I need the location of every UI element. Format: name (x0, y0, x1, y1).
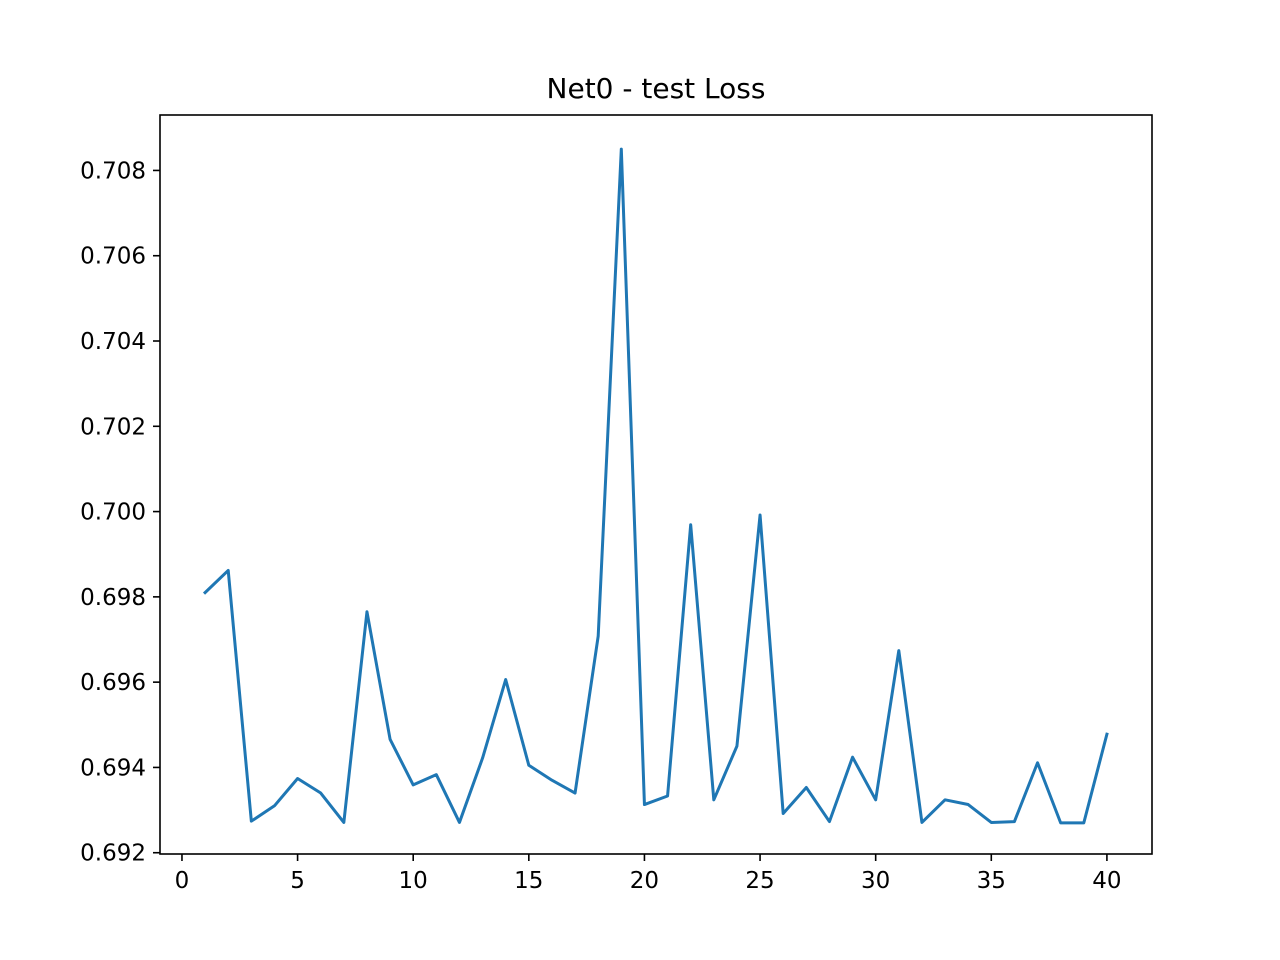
y-tick-label: 0.694 (80, 755, 146, 781)
axes-frame (159, 114, 1153, 855)
y-tick-label: 0.692 (80, 841, 146, 867)
y-axis: 0.692 0.694 0.696 0.698 0.700 0.702 0.704 0.706… (80, 158, 160, 867)
y-tick-label: 0.698 (80, 585, 146, 611)
series-line (202, 147, 1109, 825)
x-tick-label: 5 (290, 868, 305, 894)
x-tick-label: 40 (1092, 868, 1121, 894)
x-tick-label: 35 (977, 868, 1006, 894)
x-tick-label: 10 (399, 868, 428, 894)
chart-title: Net0 - test Loss (547, 72, 766, 105)
x-tick-label: 15 (514, 868, 543, 894)
y-tick-label: 0.706 (80, 244, 146, 270)
y-tick-label: 0.704 (80, 329, 146, 355)
x-tick-label: 25 (745, 868, 774, 894)
y-tick-label: 0.708 (80, 158, 146, 184)
y-tick-label: 0.700 (80, 500, 146, 526)
x-axis: 0 5 10 15 20 25 30 35 40 (175, 854, 1122, 894)
x-tick-label: 0 (175, 868, 190, 894)
x-tick-label: 30 (861, 868, 890, 894)
x-tick-label: 20 (630, 868, 659, 894)
plot-area (202, 147, 1109, 825)
y-tick-label: 0.702 (80, 414, 146, 440)
y-tick-label: 0.696 (80, 670, 146, 696)
